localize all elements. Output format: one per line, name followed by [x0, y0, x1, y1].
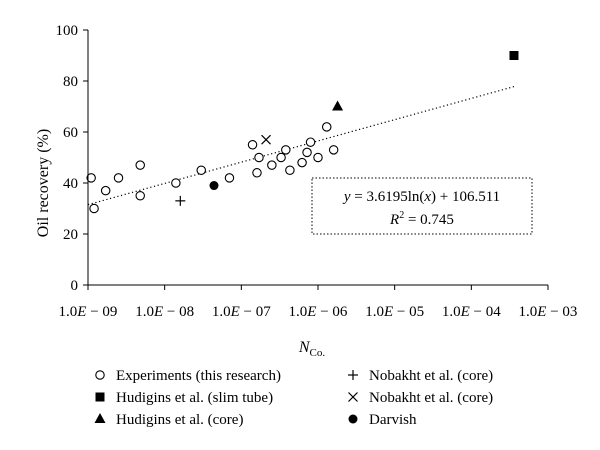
data-point-open-circle	[281, 145, 291, 155]
data-point-open-circle	[135, 191, 145, 201]
data-point-open-circle	[254, 152, 264, 163]
data-point-open-circle	[224, 173, 235, 183]
legend-item: Hudigins et al. (slim tube)	[95, 390, 273, 406]
legend-marker-plus	[348, 370, 358, 380]
legend-marker-cross	[348, 392, 358, 402]
data-point-open-circle	[171, 178, 181, 188]
data-point-open-circle	[305, 137, 316, 147]
data-point-filled-triangle	[332, 100, 344, 111]
data-point-open-circle	[321, 122, 332, 132]
y-axis: 0 20 40 60 80 100	[56, 23, 89, 294]
data-point-open-circle	[302, 147, 312, 158]
x-tick-label: 1.0E − 06	[289, 304, 348, 320]
y-axis-title: Oil recovery (%)	[35, 129, 52, 237]
y-tick-label: 20	[63, 227, 78, 243]
x-axis: 1.0E − 09 1.0E − 08 1.0E − 07 1.0E − 06 1.0E…	[59, 284, 578, 320]
data-point-open-circle	[86, 173, 96, 183]
data-point-open-circle	[247, 140, 258, 150]
legend: Experiments (this research) Nobakht et al…	[94, 368, 493, 428]
legend-item: Hudigins et al. (core)	[94, 412, 243, 428]
data-point-open-circle	[267, 160, 277, 170]
data-point-open-circle	[113, 173, 124, 183]
data-point-open-circle	[328, 145, 339, 155]
data-point-open-circle	[285, 165, 295, 176]
data-point-open-circle	[135, 160, 145, 170]
data-point-open-circle	[100, 185, 111, 196]
data-point-open-circle	[196, 165, 206, 176]
data-point-open-circle	[297, 157, 307, 168]
x-tick-label: 1.0E − 07	[212, 304, 271, 320]
legend-label: Nobakht et al. (core)	[369, 368, 493, 384]
x-axis-title: NCo.	[298, 339, 326, 359]
trendline	[87, 86, 515, 206]
legend-marker-filled-circle	[348, 414, 358, 424]
data-point-open-circle	[276, 152, 286, 163]
equation-box-frame	[311, 177, 533, 235]
y-tick-label: 100	[56, 23, 79, 39]
data-point-filled-circle	[209, 181, 219, 191]
legend-marker-filled-square	[95, 392, 105, 402]
legend-label: Experiments (this research)	[116, 368, 281, 384]
legend-label: Hudigins et al. (core)	[116, 412, 243, 428]
y-tick-label: 60	[63, 125, 78, 141]
legend-label: Darvish	[369, 412, 417, 428]
x-tick-label: 1.0E − 09	[59, 304, 118, 320]
legend-label: Hudigins et al. (slim tube)	[116, 390, 273, 406]
r-squared: R2 = 0.745	[389, 210, 454, 228]
x-tick-label: 1.0E − 08	[135, 304, 194, 320]
legend-item: Darvish	[348, 412, 417, 428]
x-axis-title-main: N	[298, 339, 311, 356]
data-point-filled-square	[509, 51, 519, 60]
x-axis-title-sub: Co.	[310, 347, 326, 359]
x-tick-label: 1.0E − 03	[519, 304, 578, 320]
legend-item: Experiments (this research)	[95, 368, 281, 384]
trendline-equation: y = 3.6195ln(x) + 106.511	[342, 189, 500, 205]
y-tick-label: 80	[63, 74, 78, 90]
legend-marker-filled-triangle	[94, 413, 106, 423]
plot-area	[86, 51, 519, 214]
x-tick-label: 1.0E − 04	[442, 304, 501, 320]
data-point-open-circle	[313, 152, 323, 163]
equation-box: y = 3.6195ln(x) + 106.511 R2 = 0.745	[311, 177, 533, 235]
data-point-open-circle	[89, 203, 99, 214]
data-point-cross	[261, 134, 271, 145]
y-tick-label: 40	[63, 176, 78, 192]
data-point-plus	[175, 195, 186, 206]
legend-label: Nobakht et al. (core)	[369, 390, 493, 406]
legend-marker-open-circle	[95, 370, 105, 380]
data-point-open-circle	[252, 168, 262, 178]
x-tick-label: 1.0E − 05	[365, 304, 424, 320]
legend-item: Nobakht et al. (core)	[348, 368, 493, 384]
y-tick-label: 0	[71, 278, 79, 294]
legend-item: Nobakht et al. (core)	[348, 390, 493, 406]
